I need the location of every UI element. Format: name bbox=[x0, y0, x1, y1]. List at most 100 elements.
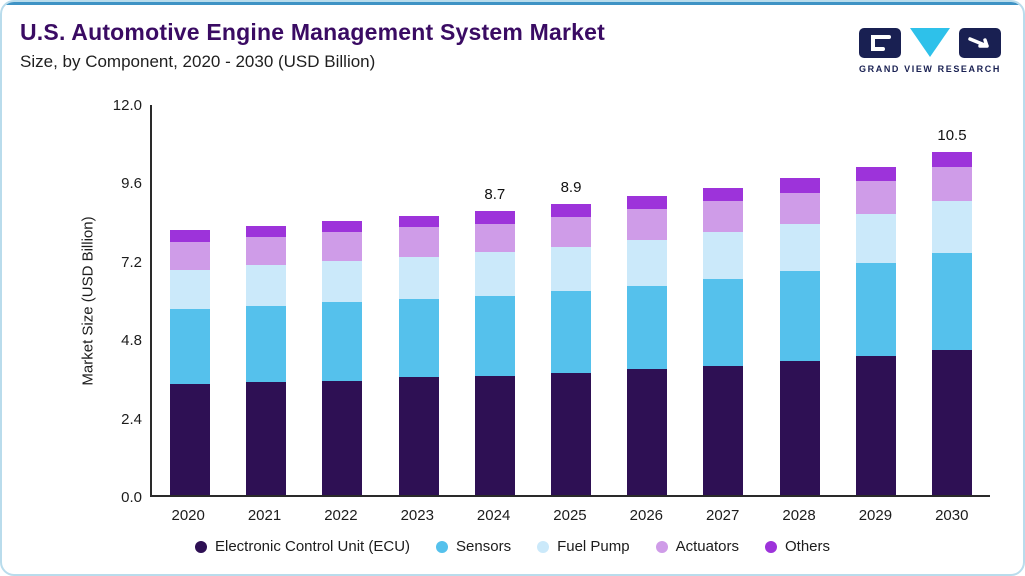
bar-total-label: 8.7 bbox=[484, 185, 506, 203]
x-tick-label: 2020 bbox=[171, 507, 205, 524]
y-tick-label: 4.8 bbox=[121, 332, 142, 350]
x-tick-label: 2023 bbox=[400, 507, 434, 524]
bar-segment bbox=[551, 372, 592, 495]
bar-segment bbox=[703, 279, 744, 366]
bar-column-2029 bbox=[838, 105, 914, 495]
bar-segment bbox=[855, 214, 896, 264]
legend-label: Electronic Control Unit (ECU) bbox=[214, 538, 411, 555]
bar-segment bbox=[855, 166, 896, 182]
bar-segment bbox=[627, 240, 668, 286]
legend-label: Sensors bbox=[456, 538, 512, 555]
bar-segment bbox=[551, 204, 592, 218]
logo-text: GRAND VIEW RESEARCH bbox=[859, 64, 1001, 74]
y-tick-label: 9.6 bbox=[121, 175, 142, 193]
bar-column-2022 bbox=[304, 105, 380, 495]
plot-area: 8.7 8.9 10.5 bbox=[150, 105, 990, 497]
y-tick-label: 0.0 bbox=[121, 489, 142, 506]
x-axis-tick-labels: 2020 2021 2022 2023 2024 2025 2026 2027 2028 2029… bbox=[150, 507, 990, 524]
y-axis-tick-labels: 0.0 2.4 4.8 7.2 9.6 12.0 bbox=[94, 97, 142, 506]
bar-segment bbox=[322, 220, 363, 233]
y-tick-label: 2.4 bbox=[121, 410, 142, 428]
bar-segment bbox=[398, 377, 439, 495]
bar-segment bbox=[779, 271, 820, 362]
bar-column-2028 bbox=[762, 105, 838, 495]
legend-dot-icon bbox=[436, 540, 449, 553]
legend-label: Actuators bbox=[675, 538, 739, 555]
bar-segment bbox=[170, 308, 211, 384]
stacked-bar bbox=[627, 196, 668, 495]
logo-marks bbox=[859, 28, 1001, 58]
x-tick-label: 2027 bbox=[706, 507, 740, 524]
bar-segment bbox=[779, 361, 820, 495]
stacked-bar bbox=[779, 178, 820, 495]
legend-item: Others bbox=[765, 538, 830, 555]
bar-segment bbox=[474, 375, 515, 495]
bar-segment bbox=[474, 210, 515, 224]
x-tick-label: 2025 bbox=[553, 507, 587, 524]
grand-view-research-logo: GRAND VIEW RESEARCH bbox=[859, 28, 1001, 74]
stacked-bar bbox=[322, 220, 363, 495]
bar-segment bbox=[398, 215, 439, 228]
bar-segment bbox=[170, 241, 211, 270]
bar-segment bbox=[170, 269, 211, 309]
bar-segment bbox=[246, 305, 287, 383]
bar-segment bbox=[551, 217, 592, 247]
logo-mark-g-icon bbox=[859, 28, 901, 58]
bar-segment bbox=[170, 230, 211, 242]
legend-dot-icon bbox=[655, 540, 668, 553]
bar-segment bbox=[246, 225, 287, 237]
bar-column-2025: 8.9 bbox=[533, 105, 609, 495]
bar-segment bbox=[931, 349, 972, 495]
bar-segment bbox=[779, 192, 820, 224]
bar-column-2026 bbox=[609, 105, 685, 495]
bar-segment bbox=[779, 223, 820, 272]
legend-item: Electronic Control Unit (ECU) bbox=[194, 538, 411, 555]
bar-segment bbox=[931, 152, 972, 167]
bar-segment bbox=[322, 232, 363, 262]
y-tick-label: 12.0 bbox=[112, 97, 142, 114]
bar-segment bbox=[855, 181, 896, 215]
bar-segment bbox=[627, 369, 668, 495]
x-tick-label: 2026 bbox=[629, 507, 664, 524]
bar-segment bbox=[931, 201, 972, 254]
stacked-bar bbox=[551, 204, 592, 495]
bar-segment bbox=[398, 299, 439, 378]
top-accent-bar bbox=[2, 2, 1023, 5]
bar-segment bbox=[703, 365, 744, 495]
legend-dot-icon bbox=[194, 540, 207, 553]
legend-item: Fuel Pump bbox=[537, 538, 630, 555]
legend-dot-icon bbox=[537, 540, 550, 553]
bar-segment bbox=[627, 285, 668, 370]
legend-label: Others bbox=[785, 538, 831, 555]
legend: Electronic Control Unit (ECU) Sensors Fuel… bbox=[2, 538, 1023, 555]
bar-segment bbox=[322, 380, 363, 495]
bar-total-label: 8.9 bbox=[560, 179, 582, 197]
stacked-bar bbox=[398, 215, 439, 495]
x-tick-label: 2029 bbox=[858, 507, 893, 524]
x-tick-label: 2021 bbox=[247, 507, 282, 524]
bar-segment bbox=[246, 264, 287, 306]
bar-segment bbox=[551, 246, 592, 291]
bar-segment bbox=[627, 209, 668, 241]
stacked-bar bbox=[855, 166, 896, 495]
bar-segment bbox=[703, 232, 744, 280]
bar-segment bbox=[398, 227, 439, 257]
y-tick-label: 7.2 bbox=[121, 253, 142, 271]
x-tick-label: 2024 bbox=[476, 507, 511, 524]
bar-segment bbox=[855, 263, 896, 357]
page-title: U.S. Automotive Engine Management System… bbox=[20, 19, 605, 45]
bar-total-label: 10.5 bbox=[937, 127, 967, 144]
legend-item: Sensors bbox=[436, 538, 511, 555]
stacked-bar bbox=[170, 230, 211, 495]
legend-item: Actuators bbox=[655, 538, 739, 555]
bar-segment bbox=[855, 356, 896, 495]
logo-mark-triangle-icon bbox=[910, 28, 950, 57]
legend-label: Fuel Pump bbox=[557, 538, 630, 555]
bar-segment bbox=[170, 383, 211, 495]
bar-segment bbox=[246, 382, 287, 495]
bar-segment bbox=[931, 166, 972, 202]
bar-segment bbox=[322, 302, 363, 381]
bar-segment bbox=[246, 236, 287, 265]
bar-column-2027 bbox=[685, 105, 761, 495]
